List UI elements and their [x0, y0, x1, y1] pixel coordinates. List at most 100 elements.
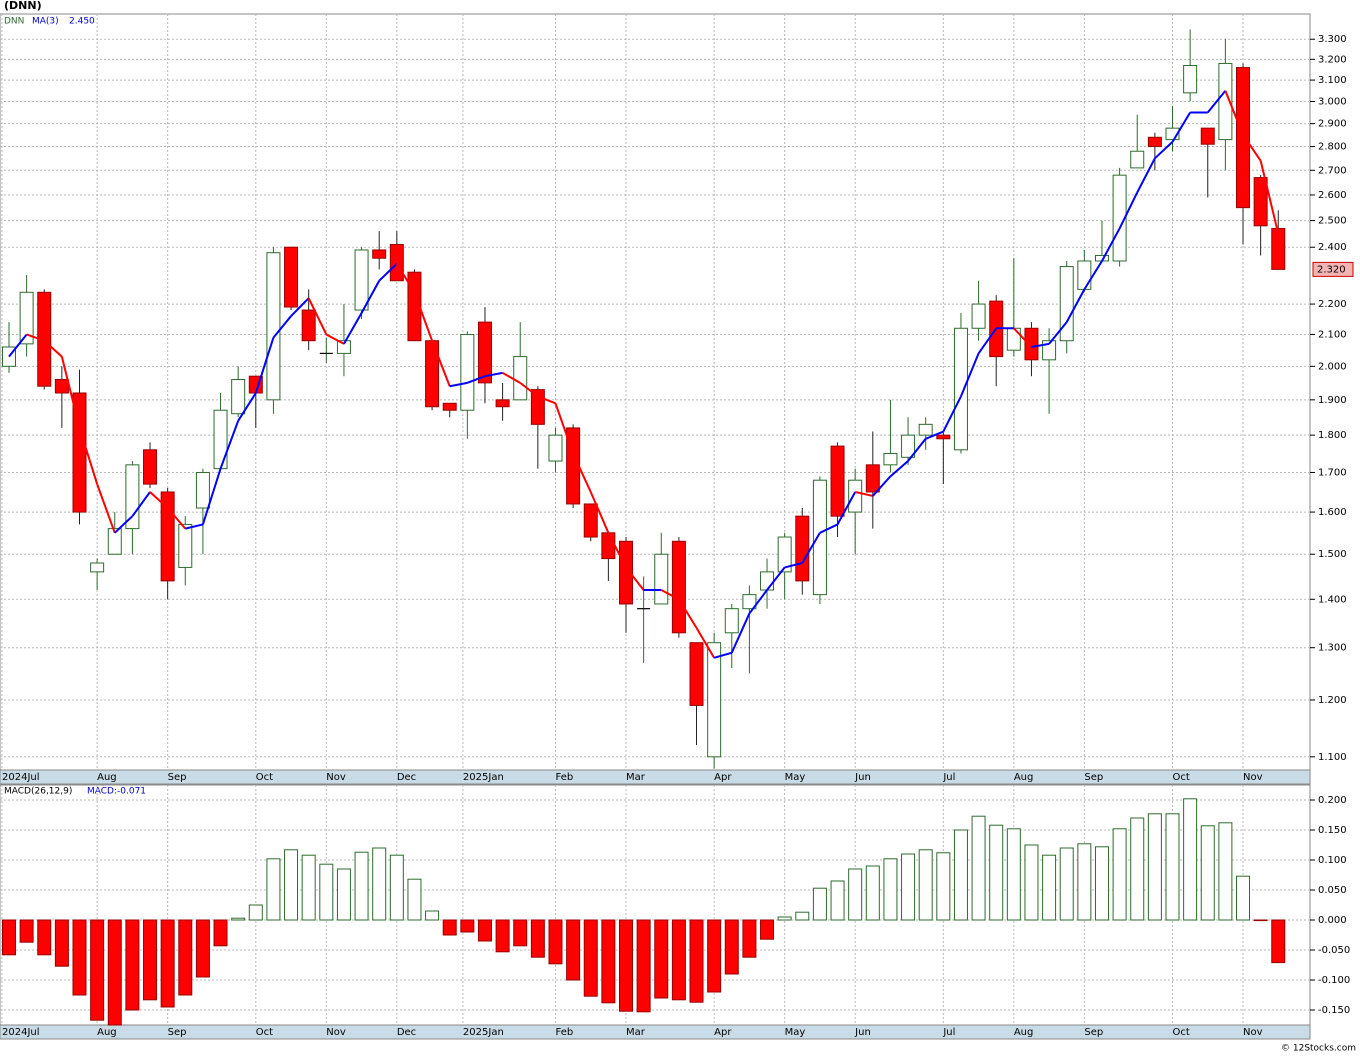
- candle-body: [795, 515, 810, 582]
- y-tick-label: 1.400: [1318, 594, 1347, 605]
- macd-bar: [178, 919, 193, 996]
- ma-segment: [942, 395, 962, 432]
- ma-segment: [819, 523, 838, 534]
- macd-bar: [195, 919, 210, 978]
- macd-bar: [795, 911, 810, 921]
- ma-segment: [748, 589, 768, 615]
- ma-segment: [413, 291, 434, 342]
- candle-body: [777, 536, 792, 573]
- macd-bar: [936, 852, 951, 921]
- x-tick-label: Apr: [714, 772, 732, 783]
- x-tick-label: Nov: [1243, 1027, 1263, 1038]
- x-tick-label: 2025Jan: [463, 772, 504, 783]
- x-tick-label: Oct: [1172, 772, 1189, 783]
- x-tick-label: Mar: [626, 772, 646, 783]
- candle-body: [654, 553, 669, 605]
- x-tick-label: Sep: [168, 772, 187, 783]
- macd-bar: [636, 919, 651, 1013]
- macd-bar: [372, 847, 387, 921]
- macd-bar: [548, 919, 563, 965]
- ma-segment: [290, 297, 310, 317]
- ma-segment: [185, 523, 204, 530]
- ma-segment: [484, 371, 503, 378]
- ma-segment: [1224, 90, 1244, 136]
- y-tick-label: 2.100: [1318, 329, 1347, 340]
- candle-body: [125, 464, 140, 530]
- macd-bar: [336, 868, 351, 921]
- ma-segment: [502, 372, 521, 384]
- macd-bar: [425, 910, 440, 921]
- x-tick-label: Sep: [168, 1027, 187, 1038]
- macd-bar: [883, 858, 898, 921]
- ma-segment: [625, 566, 645, 591]
- y-tick-label: 0.050: [1318, 885, 1347, 896]
- y-tick-label: 1.200: [1318, 695, 1347, 706]
- candle-body: [1024, 327, 1039, 361]
- macd-bar: [1094, 846, 1109, 921]
- x-tick-label: Aug: [1014, 772, 1034, 783]
- candle-body: [178, 523, 193, 568]
- y-tick-label: 2.200: [1318, 299, 1347, 310]
- ma-segment: [149, 491, 169, 509]
- macd-bar: [566, 919, 581, 981]
- x-tick-label: Dec: [397, 772, 416, 783]
- macd-bar: [971, 815, 986, 921]
- candle-body: [812, 479, 827, 596]
- ma-segment: [925, 430, 944, 440]
- candle-body: [19, 291, 34, 345]
- x-tick-label: Apr: [714, 1027, 732, 1038]
- macd-bar: [1, 919, 16, 956]
- macd-bar: [1271, 919, 1286, 964]
- macd-bar: [724, 919, 739, 975]
- candle-body: [1006, 327, 1021, 351]
- y-tick-label: 0.100: [1318, 855, 1347, 866]
- macd-bar: [477, 919, 492, 942]
- macd-bar: [213, 919, 228, 947]
- y-tick-label: 1.800: [1318, 430, 1347, 441]
- ma-segment: [1048, 321, 1068, 345]
- y-tick-label: -0.050: [1318, 945, 1350, 956]
- macd-bar: [953, 829, 968, 921]
- legend-symbol: DNN: [4, 17, 24, 27]
- macd-bar: [1006, 828, 1021, 921]
- x-tick-label: Aug: [97, 1027, 117, 1038]
- macd-bar: [1236, 875, 1251, 921]
- macd-bar: [1218, 822, 1233, 921]
- ma-segment: [96, 483, 116, 534]
- candle-body: [583, 503, 598, 538]
- x-tick-label: Feb: [555, 1027, 573, 1038]
- x-tick-label: Sep: [1084, 1027, 1103, 1038]
- macd-bar: [231, 917, 246, 921]
- x-tick-label: Jun: [854, 772, 871, 783]
- chart-title: (DNN): [4, 0, 42, 12]
- y-tick-label: 0.200: [1318, 795, 1347, 806]
- ma-segment: [678, 598, 698, 629]
- candle-body: [936, 434, 951, 440]
- ma-segment: [131, 491, 151, 517]
- ma-segment: [219, 420, 240, 469]
- ma-segment: [660, 589, 680, 601]
- ma-segment: [1171, 111, 1191, 143]
- candle-body: [266, 252, 281, 401]
- candle-body: [407, 271, 422, 342]
- x-tick-label: Dec: [397, 1027, 416, 1038]
- candle-body: [707, 642, 722, 758]
- macd-bar: [918, 849, 933, 921]
- x-tick-label: Oct: [1172, 1027, 1189, 1038]
- macd-bar: [1130, 817, 1145, 921]
- x-tick-label: Nov: [326, 1027, 346, 1038]
- ma-segment: [1242, 134, 1262, 162]
- ma-segment: [1136, 157, 1156, 193]
- date-strip: [0, 769, 1311, 785]
- candle-body: [548, 434, 563, 462]
- copyright: © 12Stocks.com: [1281, 1044, 1356, 1054]
- ma-segment: [589, 491, 610, 534]
- macd-bar: [90, 919, 105, 1021]
- candle-body: [213, 409, 228, 470]
- date-strip: [0, 1024, 1311, 1040]
- candle-body: [918, 423, 933, 436]
- macd-bar: [1165, 813, 1180, 921]
- x-tick-label: Sep: [1084, 772, 1103, 783]
- x-tick-label: Jun: [854, 1027, 871, 1038]
- candle-body: [671, 540, 686, 634]
